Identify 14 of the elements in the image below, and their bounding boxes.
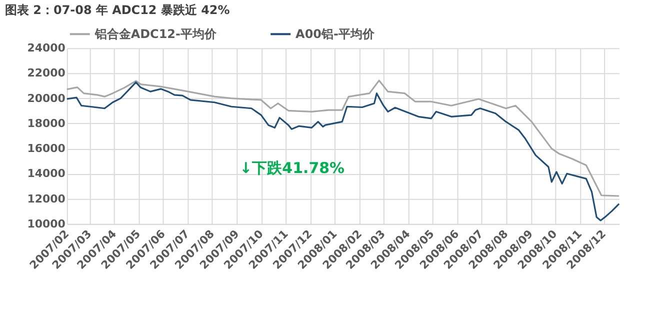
y-tick-label: 14000	[27, 167, 66, 180]
chart-title: 图表 2：07-08 年 ADC12 暴跌近 42%	[4, 3, 230, 18]
legend-label: A00铝-平均价	[296, 27, 376, 42]
y-tick-label: 16000	[27, 142, 66, 156]
y-tick-label: 12000	[27, 192, 66, 206]
y-tick-label: 18000	[27, 116, 66, 130]
annotation: ↓下跌41.78%	[240, 158, 345, 177]
line-series	[66, 81, 620, 222]
legend-label: 铝合金ADC12-平均价	[94, 27, 218, 42]
y-tick-label: 22000	[27, 66, 66, 80]
y-tick-label: 10000	[27, 217, 66, 230]
y-tick-label: 20000	[27, 92, 66, 105]
y-tick-label: 24000	[27, 42, 66, 55]
line-series	[66, 80, 620, 197]
